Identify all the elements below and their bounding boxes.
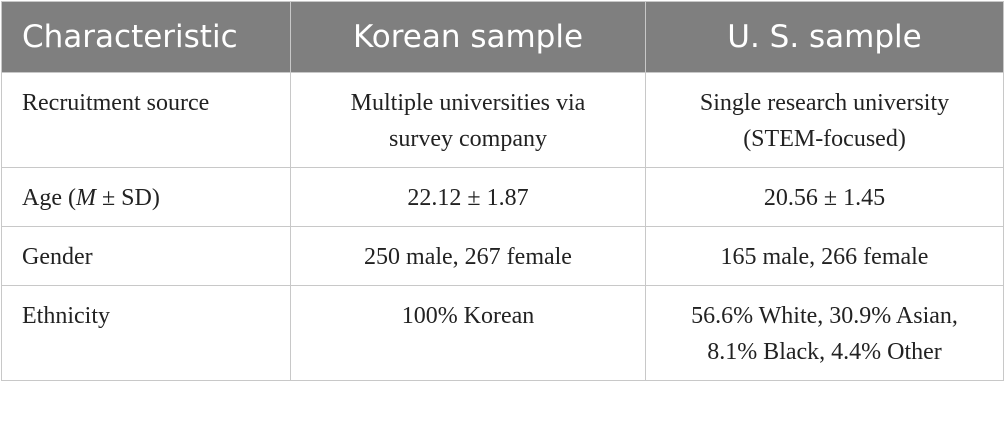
table-row: Gender 250 male, 267 female 165 male, 266 … — [1, 226, 1004, 286]
row-label: Age (M ± SD) — [1, 167, 291, 227]
table-cell: Single research university (STEM-focused) — [645, 72, 1004, 168]
table-cell: Multiple universities via survey company — [290, 72, 646, 168]
row-label-part: Age ( — [22, 185, 76, 211]
row-label-text: Gender — [22, 244, 93, 270]
row-label: Gender — [1, 226, 291, 286]
row-label: Ethnicity — [1, 285, 291, 381]
data-table: Characteristic Korean sample U. S. sampl… — [1, 1, 1004, 381]
cell-line: Single research university — [699, 90, 950, 116]
table-row: Recruitment source Multiple universities … — [1, 72, 1004, 168]
cell-line: 100% Korean — [401, 303, 535, 329]
cell-line: 56.6% White, 30.9% Asian, — [691, 303, 958, 329]
cell-line: survey company — [389, 126, 547, 152]
table-row: Age (M ± SD) 22.12 ± 1.87 20.56 ± 1.45 — [1, 167, 1004, 227]
cell-line: 20.56 ± 1.45 — [763, 185, 886, 211]
cell-line: 250 male, 267 female — [364, 244, 572, 270]
cell-line: 22.12 ± 1.87 — [407, 185, 529, 211]
row-label-part: ± SD) — [95, 185, 160, 211]
cell-line: Multiple universities via — [350, 90, 586, 116]
header-cell: Characteristic — [1, 1, 291, 73]
header-cell: U. S. sample — [645, 1, 1004, 73]
header-row: Characteristic Korean sample U. S. sampl… — [1, 1, 1004, 73]
table-cell: 250 male, 267 female — [290, 226, 646, 286]
table-body: Recruitment source Multiple universities … — [1, 72, 1004, 381]
row-label: Recruitment source — [1, 72, 291, 168]
cell-line: 165 male, 266 female — [720, 244, 929, 270]
table-row: Ethnicity 100% Korean 56.6% White, 30.9% A… — [1, 285, 1004, 381]
table-cell: 165 male, 266 female — [645, 226, 1004, 286]
row-label-text: Ethnicity — [22, 303, 110, 329]
header-cell: Korean sample — [290, 1, 646, 73]
row-label-text: Recruitment source — [22, 90, 210, 116]
table-cell: 20.56 ± 1.45 — [645, 167, 1004, 227]
cell-line: (STEM-focused) — [743, 126, 906, 152]
table-cell: 56.6% White, 30.9% Asian, 8.1% Black, 4.4… — [645, 285, 1004, 381]
cell-line: 8.1% Black, 4.4% Other — [707, 339, 942, 365]
table-cell: 22.12 ± 1.87 — [290, 167, 646, 227]
table-cell: 100% Korean — [290, 285, 646, 381]
row-label-part: M — [75, 185, 96, 211]
